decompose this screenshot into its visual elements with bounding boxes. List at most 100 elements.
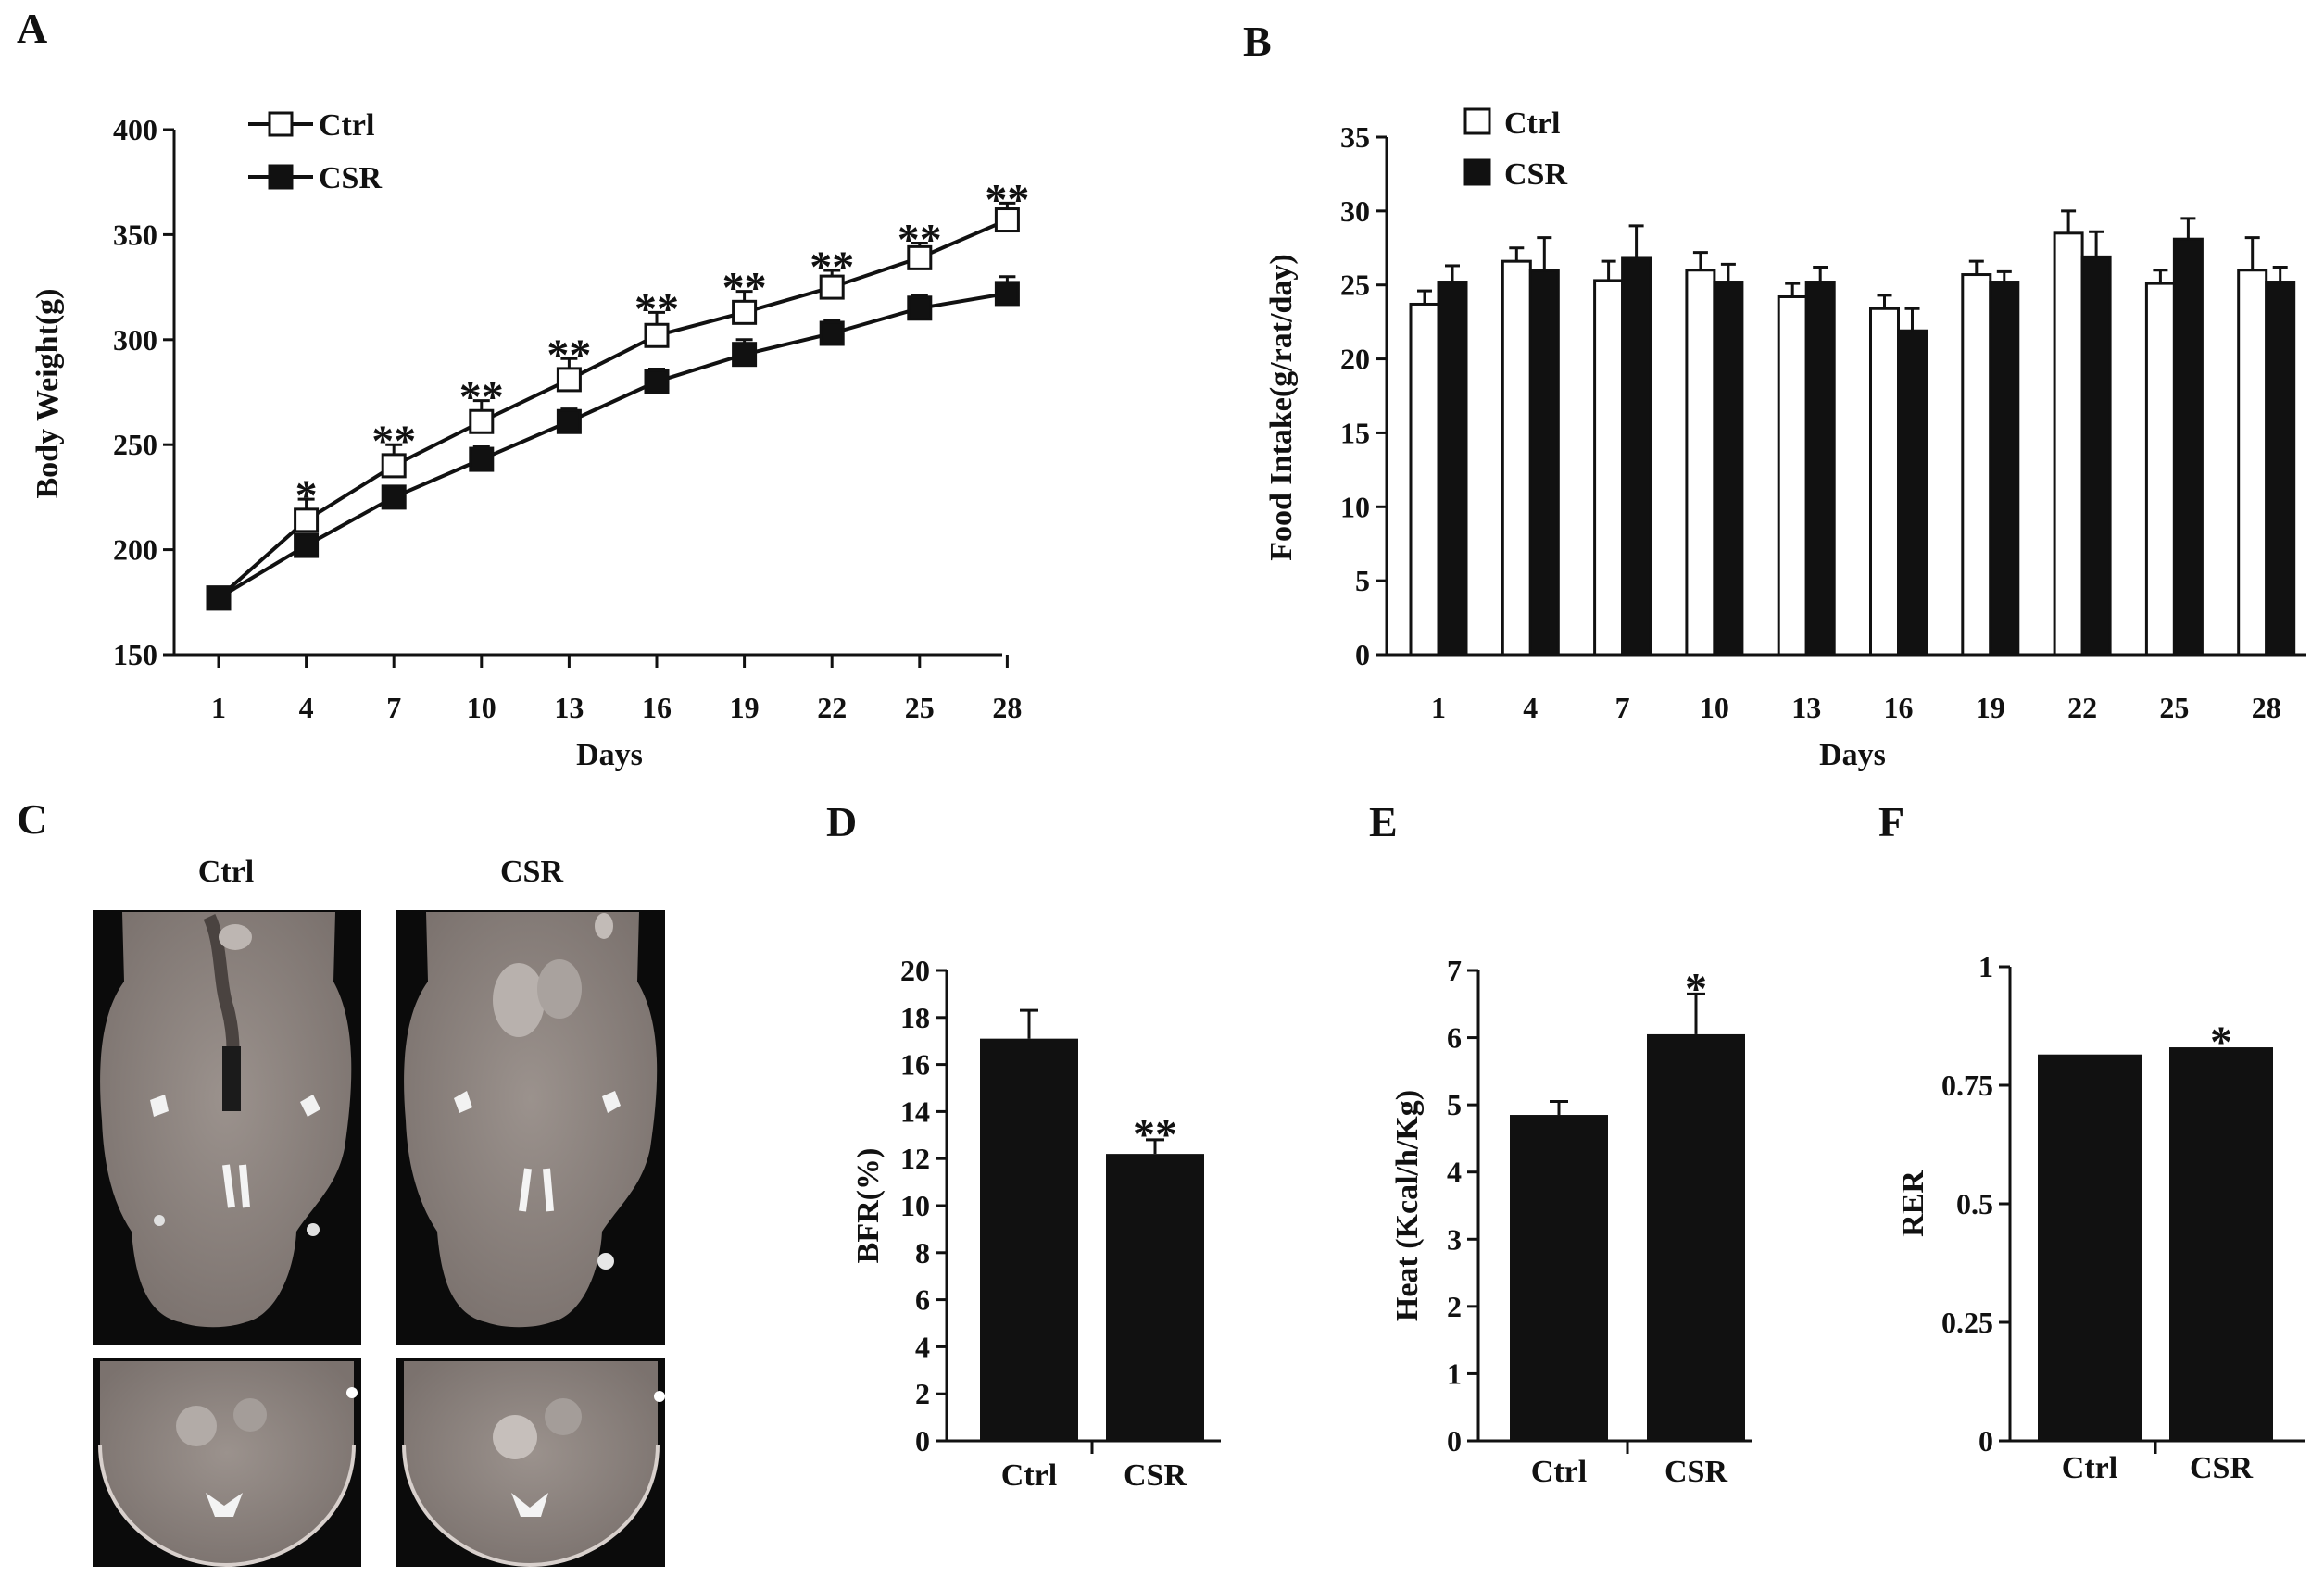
ct-col-label-csr: CSR bbox=[500, 855, 563, 889]
x-tick-label: 10 bbox=[467, 691, 496, 724]
data-point-ctrl bbox=[907, 244, 933, 270]
bar-ctrl bbox=[2144, 282, 2176, 657]
data-point-ctrl bbox=[644, 322, 670, 348]
y-tick-label: 5 bbox=[1447, 1088, 1462, 1121]
bar-csr bbox=[1528, 269, 1560, 657]
bar-ctrl bbox=[1501, 259, 1532, 657]
y-tick-label: 1 bbox=[1447, 1357, 1462, 1390]
significance-marker: ** bbox=[1133, 1110, 1177, 1159]
data-point-csr bbox=[732, 342, 758, 368]
ct-csr-coronal bbox=[396, 910, 665, 1345]
y-tick-label: 10 bbox=[900, 1189, 930, 1222]
bar-csr bbox=[2169, 1047, 2273, 1441]
bar-csr bbox=[1804, 281, 1836, 657]
y-axis-title: Heat (Kcal/h/Kg) bbox=[1390, 1090, 1425, 1321]
bar-csr bbox=[1647, 1033, 1745, 1441]
bar-ctrl bbox=[1409, 302, 1440, 657]
bar-csr bbox=[2265, 281, 2296, 657]
y-tick-label: 15 bbox=[1340, 416, 1370, 449]
y-tick-label: 0 bbox=[1447, 1424, 1462, 1458]
y-tick-label: 200 bbox=[113, 533, 157, 567]
legend-marker bbox=[1463, 158, 1491, 186]
y-tick-label: 12 bbox=[900, 1142, 930, 1175]
data-point-ctrl bbox=[556, 367, 582, 393]
x-tick-label: 16 bbox=[642, 691, 672, 724]
data-point-ctrl bbox=[994, 207, 1020, 233]
bar-ctrl bbox=[1869, 307, 1900, 657]
chart-heat: 0 1 2 3 4 5 6 7 Ctrl CSR * Heat (Kcal/h/Kg) bbox=[1390, 954, 1752, 1489]
y-tick-label: 35 bbox=[1340, 120, 1370, 154]
bar-ctrl bbox=[2237, 269, 2268, 657]
y-tick-label: 25 bbox=[1340, 269, 1370, 302]
y-tick-label: 0.25 bbox=[1941, 1306, 1993, 1339]
bar-csr bbox=[1989, 281, 2020, 657]
legend-label: CSR bbox=[1504, 157, 1567, 192]
x-tick-label: 4 bbox=[1523, 691, 1538, 724]
y-tick-label: 20 bbox=[1340, 343, 1370, 376]
x-tick-label: 25 bbox=[905, 691, 935, 724]
y-tick-label: 3 bbox=[1447, 1222, 1462, 1256]
data-point-csr bbox=[469, 446, 495, 472]
x-tick-label: 28 bbox=[992, 691, 1022, 724]
bar-csr bbox=[1897, 329, 1928, 657]
y-tick-label: 6 bbox=[915, 1283, 930, 1317]
chart-food-intake: 0 5 10 15 20 25 30 35 1 4 7 10 13 16 19 22 25 28 Days Food … bbox=[1264, 106, 2306, 772]
y-tick-label: 0 bbox=[1355, 638, 1370, 671]
significance-marker: ** bbox=[985, 175, 1029, 224]
y-tick-label: 2 bbox=[1447, 1290, 1462, 1323]
y-tick-label: 0.5 bbox=[1956, 1187, 1993, 1220]
x-tick-label: 16 bbox=[1884, 691, 1914, 724]
series-line-ctrl bbox=[217, 218, 1009, 600]
y-tick-label: 4 bbox=[1447, 1156, 1462, 1189]
data-point-csr bbox=[994, 281, 1020, 307]
y-tick-label: 20 bbox=[900, 954, 930, 987]
x-tick-label: 22 bbox=[2067, 691, 2097, 724]
y-tick-label: 400 bbox=[113, 113, 157, 146]
x-tick-label: Ctrl bbox=[2062, 1451, 2117, 1485]
legend-marker bbox=[268, 111, 294, 137]
bar-csr bbox=[1106, 1154, 1204, 1441]
y-tick-label: 2 bbox=[915, 1377, 930, 1410]
significance-marker: * bbox=[2210, 1018, 2232, 1067]
data-point-csr bbox=[819, 320, 845, 346]
x-tick-label: 1 bbox=[211, 691, 226, 724]
legend-label: Ctrl bbox=[319, 108, 374, 143]
bar-ctrl bbox=[2053, 231, 2084, 657]
legend-marker bbox=[268, 164, 294, 190]
data-point-ctrl bbox=[732, 299, 758, 325]
legend-marker bbox=[1463, 107, 1491, 135]
y-tick-label: 14 bbox=[900, 1095, 930, 1128]
y-tick-label: 250 bbox=[113, 428, 157, 461]
x-tick-label: 1 bbox=[1431, 691, 1446, 724]
data-point-ctrl bbox=[294, 507, 320, 533]
data-point-csr bbox=[294, 532, 320, 558]
y-tick-label: 8 bbox=[915, 1236, 930, 1270]
x-tick-label: 19 bbox=[730, 691, 760, 724]
bar-ctrl bbox=[2038, 1054, 2142, 1441]
bar-ctrl bbox=[1777, 294, 1808, 657]
x-tick-label: 10 bbox=[1700, 691, 1729, 724]
significance-marker: ** bbox=[898, 215, 942, 264]
data-point-csr bbox=[907, 295, 933, 321]
significance-marker: ** bbox=[634, 284, 679, 333]
data-point-csr bbox=[556, 408, 582, 434]
y-tick-label: 0.75 bbox=[1941, 1069, 1993, 1102]
y-tick-label: 350 bbox=[113, 218, 157, 251]
ct-image-panel: Ctrl CSR bbox=[93, 855, 665, 1568]
y-tick-label: 7 bbox=[1447, 954, 1462, 987]
x-tick-label: CSR bbox=[2190, 1451, 2253, 1485]
x-tick-label: CSR bbox=[1664, 1455, 1727, 1489]
significance-marker: * bbox=[1685, 964, 1707, 1013]
y-tick-label: 6 bbox=[1447, 1021, 1462, 1055]
y-tick-label: 18 bbox=[900, 1001, 930, 1034]
y-tick-label: 30 bbox=[1340, 194, 1370, 228]
bar-csr bbox=[1713, 281, 1744, 657]
y-tick-label: 300 bbox=[113, 323, 157, 357]
x-tick-label: 13 bbox=[554, 691, 584, 724]
x-tick-label: Ctrl bbox=[1531, 1455, 1587, 1489]
x-axis-title: Days bbox=[1819, 738, 1886, 772]
legend-label: CSR bbox=[319, 161, 382, 195]
x-tick-label: CSR bbox=[1124, 1458, 1187, 1493]
x-tick-label: 13 bbox=[1791, 691, 1821, 724]
